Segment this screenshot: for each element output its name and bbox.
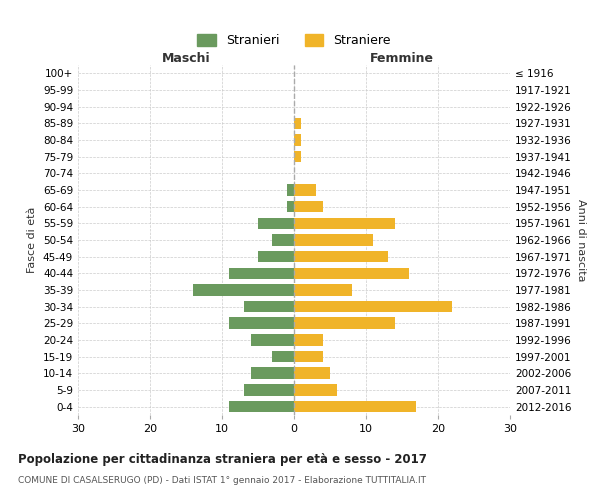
Legend: Stranieri, Straniere: Stranieri, Straniere [192,29,396,52]
Bar [294,318,395,329]
Bar [294,218,395,229]
Bar [294,251,388,262]
Bar [294,184,316,196]
Bar [294,334,323,346]
Bar [287,184,294,196]
Bar [258,218,294,229]
Bar [287,201,294,212]
Bar [294,268,409,279]
Text: Popolazione per cittadinanza straniera per età e sesso - 2017: Popolazione per cittadinanza straniera p… [18,452,427,466]
Bar [294,384,337,396]
Bar [294,368,330,379]
Bar [294,351,323,362]
Bar [251,334,294,346]
Bar [294,134,301,146]
Bar [294,301,452,312]
Bar [251,368,294,379]
Text: Maschi: Maschi [161,52,211,65]
Bar [244,384,294,396]
Bar [272,234,294,246]
Bar [294,234,373,246]
Y-axis label: Fasce di età: Fasce di età [28,207,37,273]
Bar [294,201,323,212]
Bar [272,351,294,362]
Bar [294,118,301,129]
Bar [229,318,294,329]
Y-axis label: Anni di nascita: Anni di nascita [575,198,586,281]
Bar [294,151,301,162]
Text: Femmine: Femmine [370,52,434,65]
Bar [294,284,352,296]
Bar [294,401,416,412]
Text: COMUNE DI CASALSERUGO (PD) - Dati ISTAT 1° gennaio 2017 - Elaborazione TUTTITALI: COMUNE DI CASALSERUGO (PD) - Dati ISTAT … [18,476,426,485]
Bar [229,268,294,279]
Bar [244,301,294,312]
Bar [258,251,294,262]
Bar [229,401,294,412]
Bar [193,284,294,296]
